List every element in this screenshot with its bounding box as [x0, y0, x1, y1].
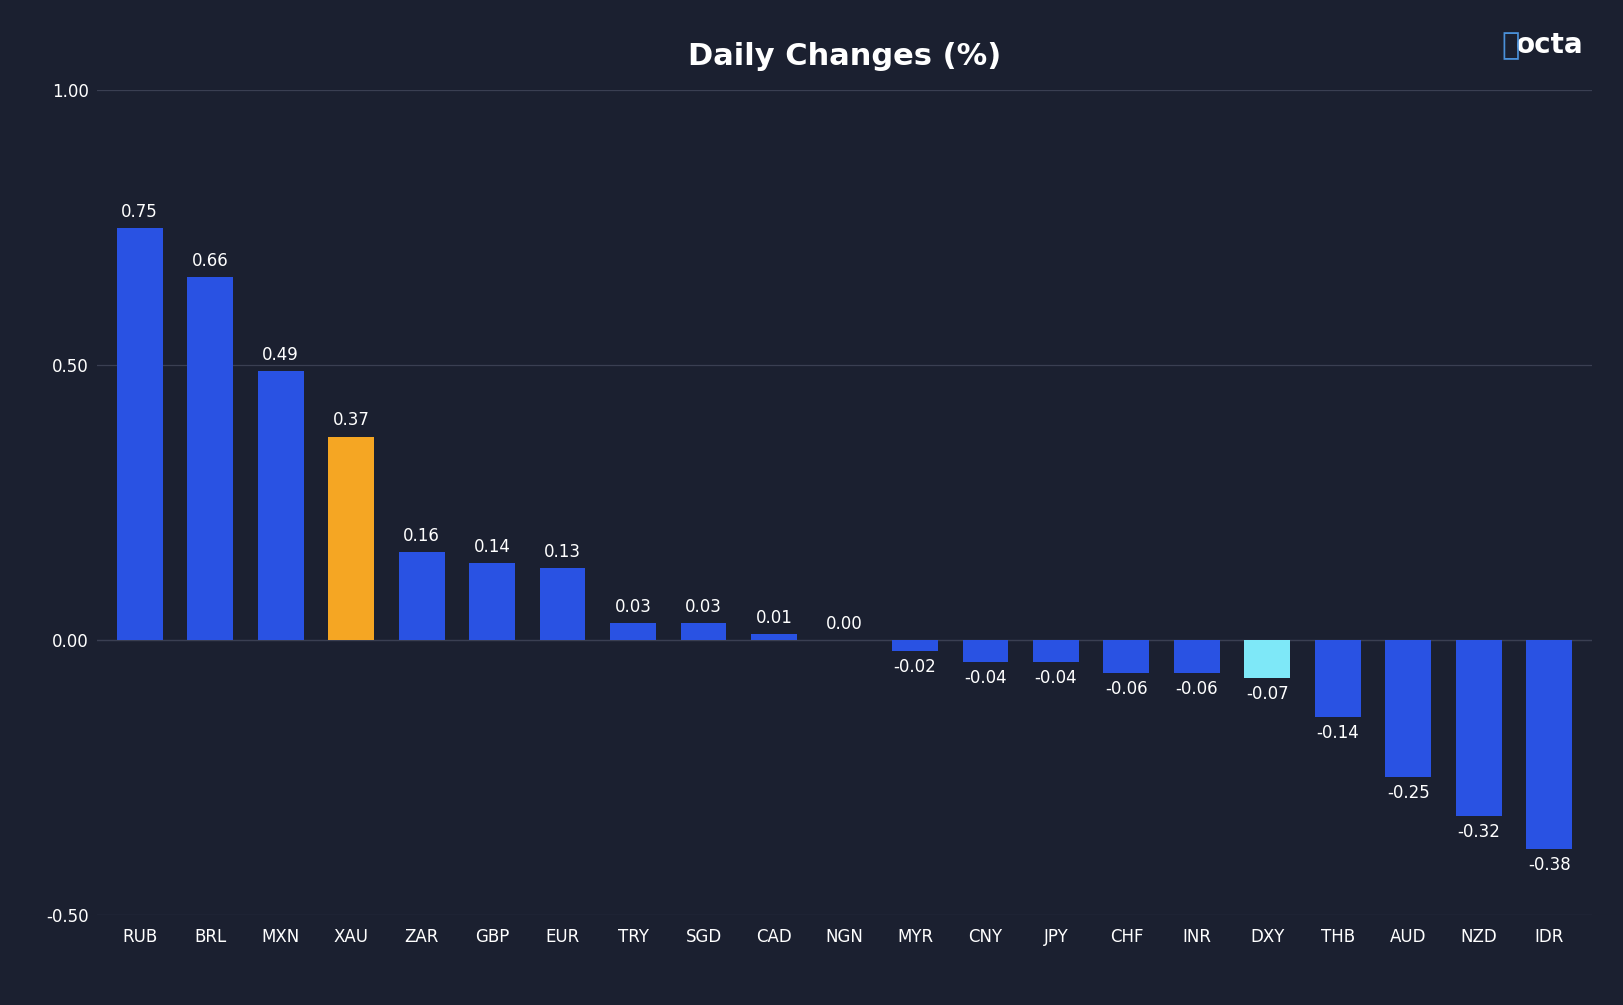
Bar: [469, 563, 514, 640]
Text: 0.49: 0.49: [263, 346, 299, 364]
Bar: [539, 569, 586, 640]
Text: 0.37: 0.37: [333, 411, 370, 429]
Text: -0.14: -0.14: [1316, 724, 1358, 742]
Text: -0.04: -0.04: [964, 669, 1006, 687]
Text: 0.03: 0.03: [685, 598, 722, 616]
Title: Daily Changes (%): Daily Changes (%): [688, 42, 1000, 71]
Bar: [1243, 640, 1289, 678]
Bar: [1384, 640, 1430, 777]
Bar: [1173, 640, 1219, 672]
Text: 0.14: 0.14: [474, 538, 510, 556]
Bar: [891, 640, 938, 651]
Bar: [1102, 640, 1149, 672]
Text: 0.01: 0.01: [755, 609, 792, 627]
Bar: [1526, 640, 1571, 848]
Text: -0.02: -0.02: [893, 658, 936, 676]
Bar: [1315, 640, 1360, 717]
Bar: [680, 623, 725, 640]
Text: 0.16: 0.16: [403, 527, 440, 545]
Text: -0.38: -0.38: [1527, 856, 1569, 873]
Text: -0.07: -0.07: [1245, 685, 1289, 704]
Text: -0.06: -0.06: [1104, 680, 1147, 697]
Text: 0.66: 0.66: [192, 252, 229, 270]
Text: Ⓧ: Ⓧ: [1500, 31, 1519, 59]
Text: 0.03: 0.03: [613, 598, 651, 616]
Bar: [1454, 640, 1501, 816]
Bar: [328, 436, 373, 640]
Bar: [610, 623, 656, 640]
Bar: [750, 634, 797, 640]
Text: 0.00: 0.00: [826, 615, 862, 633]
Bar: [187, 277, 234, 640]
Text: -0.06: -0.06: [1175, 680, 1217, 697]
Bar: [117, 228, 162, 640]
Bar: [962, 640, 1008, 662]
Text: -0.04: -0.04: [1034, 669, 1076, 687]
Text: 0.13: 0.13: [544, 544, 581, 561]
Text: octa: octa: [1514, 31, 1582, 59]
Text: -0.25: -0.25: [1386, 784, 1428, 802]
Bar: [1032, 640, 1078, 662]
Bar: [399, 552, 445, 640]
Text: 0.75: 0.75: [122, 203, 157, 221]
Text: -0.32: -0.32: [1456, 823, 1500, 841]
Bar: [258, 371, 304, 640]
